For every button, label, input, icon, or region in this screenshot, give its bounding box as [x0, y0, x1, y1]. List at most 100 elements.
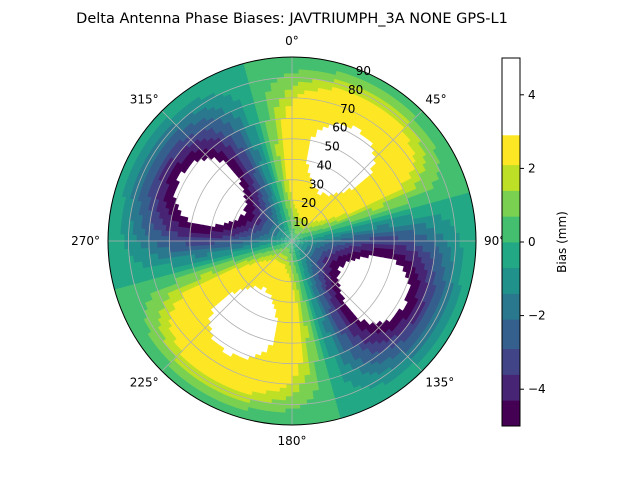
field-cell: [377, 236, 383, 242]
field-cell: [264, 220, 270, 225]
field-cell: [298, 260, 301, 266]
field-cell: [291, 191, 295, 197]
field-cell: [363, 253, 370, 259]
field-cell: [311, 233, 317, 236]
field-cell: [276, 270, 280, 276]
field-cell: [361, 240, 367, 245]
field-cell: [296, 367, 305, 373]
field-cell: [291, 150, 297, 156]
field-cell: [293, 244, 296, 250]
field-cell: [283, 242, 289, 245]
field-cell: [276, 279, 280, 285]
field-cell: [277, 134, 284, 140]
field-cell: [270, 262, 275, 268]
field-cell: [303, 192, 308, 199]
field-cell: [297, 264, 300, 270]
field-cell: [280, 113, 288, 119]
field-cell: [269, 221, 274, 226]
field-cell: [249, 256, 256, 261]
field-cell: [197, 240, 203, 246]
field-cell: [284, 236, 289, 240]
field-cell: [315, 248, 320, 252]
field-cell: [422, 234, 428, 242]
field-cell: [297, 225, 301, 231]
field-cell: [294, 234, 298, 238]
field-cell: [261, 252, 267, 257]
field-cell: [250, 219, 256, 224]
field-cell: [309, 257, 314, 262]
field-cell: [320, 237, 326, 240]
field-cell: [337, 220, 343, 225]
field-cell: [310, 191, 315, 197]
field-cell: [295, 138, 302, 144]
field-cell: [202, 224, 208, 231]
field-cell: [316, 254, 322, 258]
field-cell: [299, 243, 305, 246]
field-cell: [306, 353, 314, 360]
field-cell: [256, 283, 262, 289]
field-cell: [297, 305, 302, 311]
field-cell: [266, 218, 271, 223]
field-cell: [299, 244, 304, 247]
field-cell: [286, 244, 290, 249]
field-cell: [316, 238, 322, 241]
field-cell: [310, 210, 315, 216]
field-cell: [338, 255, 344, 260]
field-cell: [295, 216, 298, 222]
field-cell: [280, 227, 285, 232]
field-cell: [290, 232, 292, 238]
field-cell: [300, 239, 305, 241]
field-cell: [369, 243, 375, 249]
field-cell: [295, 243, 300, 246]
field-cell: [291, 318, 297, 324]
field-cell: [327, 248, 333, 252]
field-cell: [274, 362, 282, 368]
field-cell: [279, 243, 285, 246]
field-cell: [276, 246, 282, 249]
field-cell: [288, 261, 291, 267]
field-cell: [281, 245, 286, 250]
field-cell: [286, 179, 290, 184]
field-cell: [300, 346, 308, 352]
field-cell: [365, 240, 371, 245]
field-cell: [292, 245, 294, 250]
field-cell: [294, 257, 296, 262]
field-cell: [164, 229, 170, 237]
field-cell: [260, 258, 266, 263]
field-cell: [306, 189, 311, 195]
field-cell: [401, 225, 407, 232]
field-cell: [291, 298, 296, 303]
field-cell: [283, 326, 289, 332]
field-cell: [315, 214, 320, 220]
field-cell: [209, 243, 215, 249]
field-cell: [283, 216, 286, 222]
field-cell: [292, 241, 294, 246]
field-cell: [276, 245, 281, 248]
field-cell: [303, 271, 307, 277]
field-cell: [372, 251, 378, 257]
field-cell: [283, 241, 289, 244]
field-cell: [288, 224, 290, 230]
field-cell: [334, 252, 341, 257]
field-cell: [394, 240, 399, 247]
field-cell: [298, 251, 302, 256]
field-cell: [275, 220, 280, 226]
field-cell: [296, 260, 299, 266]
field-cell: [271, 233, 277, 237]
field-cell: [344, 121, 354, 129]
field-cell: [293, 244, 296, 250]
field-cell: [296, 230, 300, 235]
field-cell: [280, 235, 285, 238]
field-cell: [345, 238, 350, 242]
field-cell: [271, 286, 276, 292]
field-cell: [299, 259, 303, 265]
field-cell: [287, 233, 291, 238]
field-cell: [181, 249, 187, 257]
field-cell: [302, 214, 306, 220]
field-cell: [401, 230, 407, 237]
field-cell: [311, 265, 317, 271]
field-cell: [283, 175, 287, 181]
field-cell: [288, 244, 291, 250]
field-cell: [298, 208, 301, 214]
field-cell: [181, 230, 187, 237]
